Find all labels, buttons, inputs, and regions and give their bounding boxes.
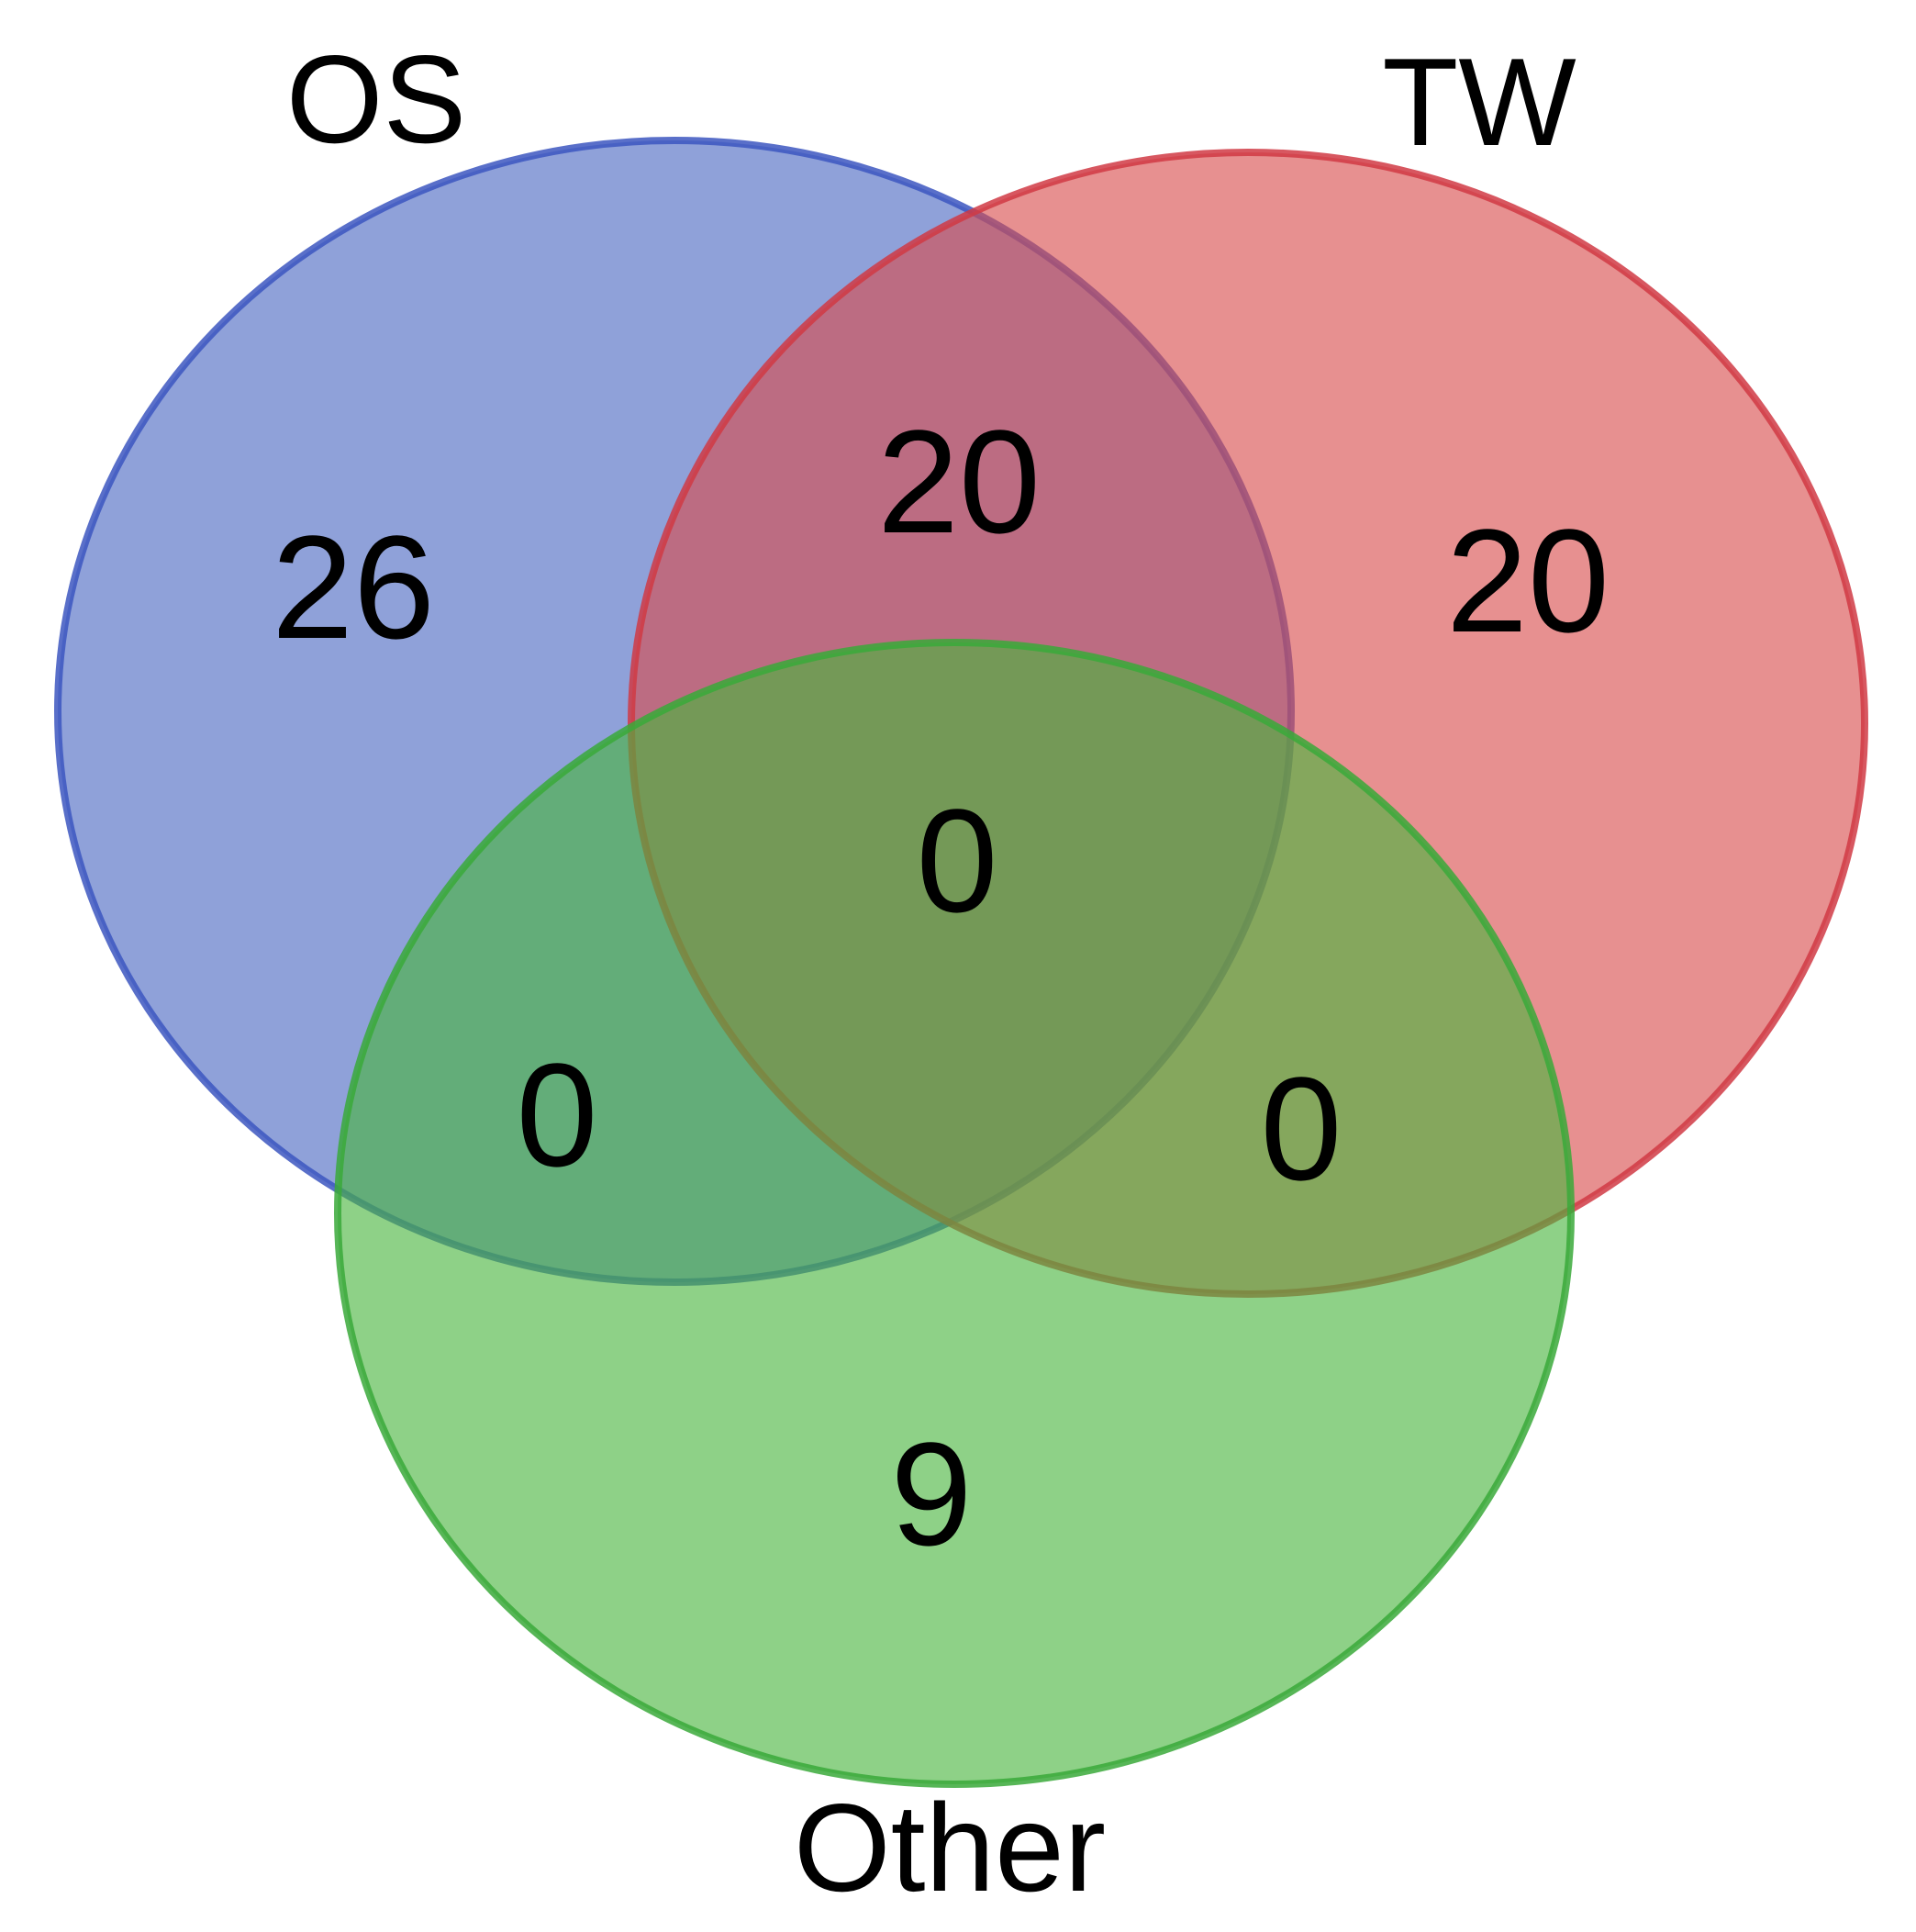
region-count-os-other: 0	[517, 1033, 598, 1197]
region-count-all-three: 0	[917, 778, 998, 943]
region-count-os-only: 26	[272, 505, 435, 669]
region-count-tw-other: 0	[1261, 1046, 1342, 1211]
set-label-os: OS	[286, 29, 467, 169]
region-count-other-only: 9	[891, 1412, 973, 1576]
set-label-other: Other	[794, 1778, 1106, 1917]
region-count-os-tw: 20	[877, 399, 1041, 564]
set-other-circle	[334, 639, 1575, 1788]
set-label-tw: TW	[1382, 32, 1576, 172]
region-count-tw-only: 20	[1446, 498, 1610, 663]
